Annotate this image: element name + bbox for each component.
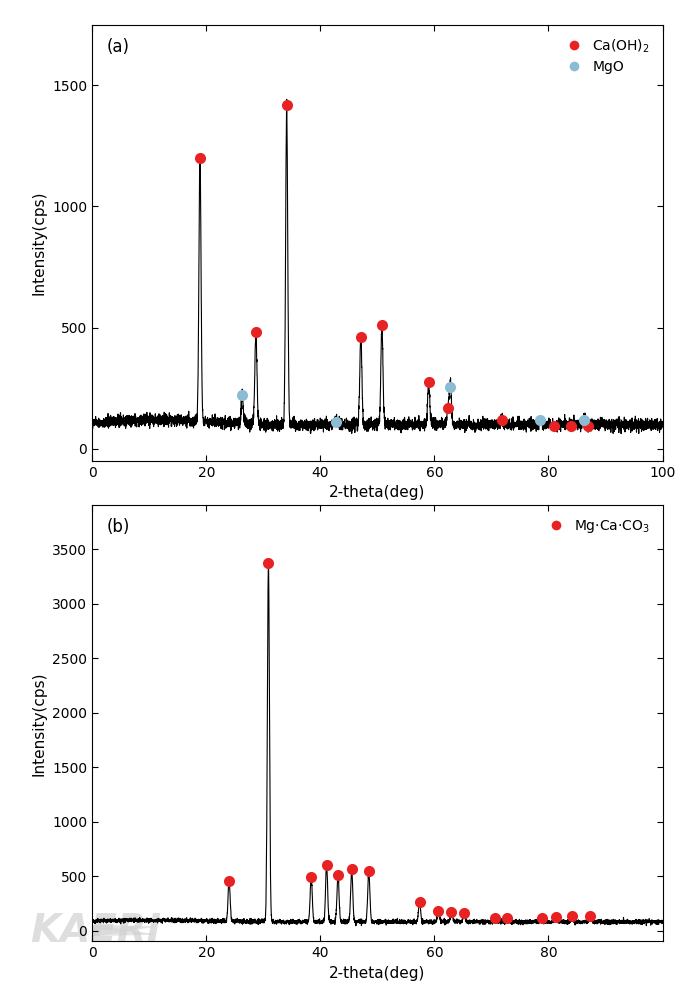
Text: (b): (b) xyxy=(107,518,130,536)
X-axis label: 2-theta(deg): 2-theta(deg) xyxy=(329,966,426,981)
Legend: Ca(OH)$_2$, MgO: Ca(OH)$_2$, MgO xyxy=(555,32,656,80)
Text: (a): (a) xyxy=(107,38,130,55)
X-axis label: 2-theta(deg): 2-theta(deg) xyxy=(329,486,426,500)
Y-axis label: Intensity(cps): Intensity(cps) xyxy=(31,671,46,776)
Text: KAERI: KAERI xyxy=(31,912,162,949)
Legend: Mg$\cdot$Ca$\cdot$CO$_3$: Mg$\cdot$Ca$\cdot$CO$_3$ xyxy=(537,512,656,540)
Y-axis label: Intensity(cps): Intensity(cps) xyxy=(31,190,46,295)
